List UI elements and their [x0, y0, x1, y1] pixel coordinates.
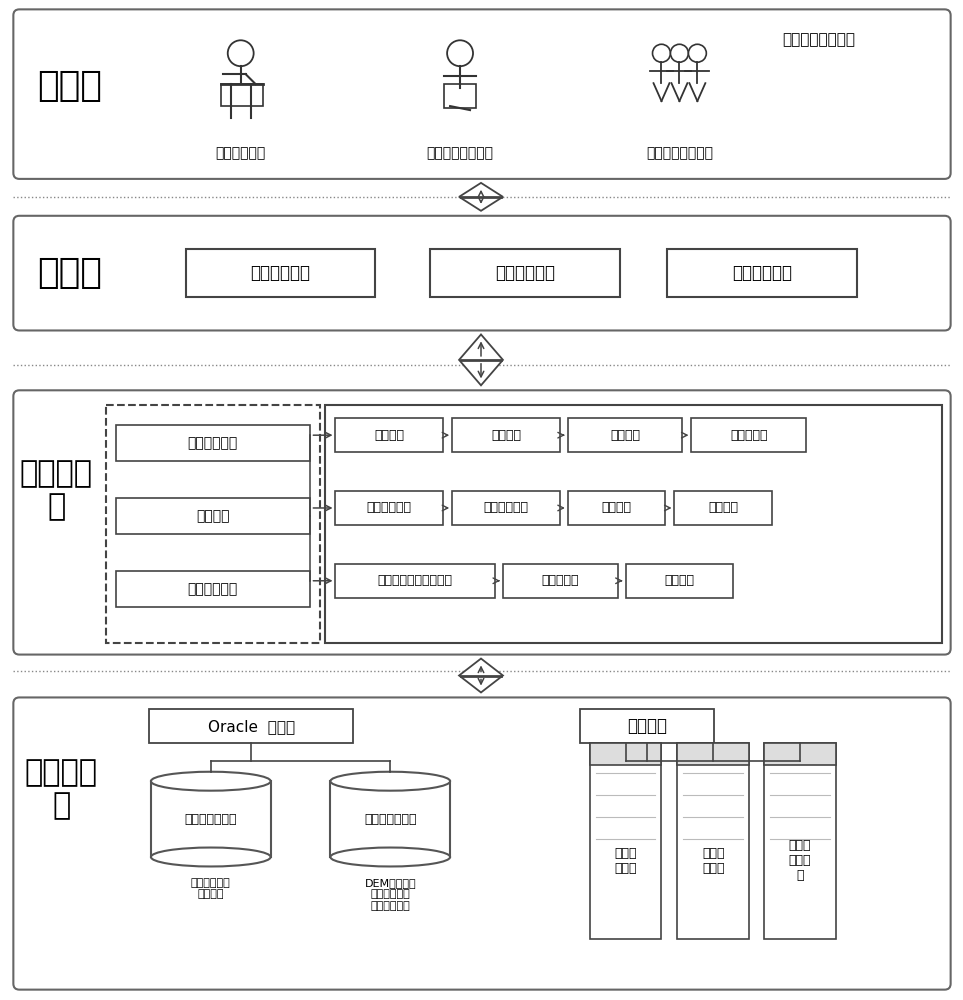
Text: 辅助设计视图: 辅助设计视图: [495, 264, 555, 282]
Ellipse shape: [330, 848, 450, 866]
Bar: [626, 564, 733, 598]
Bar: [221, 84, 263, 106]
Bar: [106, 405, 321, 643]
Bar: [452, 491, 560, 525]
Bar: [765, 743, 836, 765]
Bar: [674, 491, 772, 525]
Polygon shape: [459, 183, 503, 211]
Text: 信息统计: 信息统计: [602, 501, 632, 514]
Bar: [503, 564, 617, 598]
Polygon shape: [330, 772, 450, 781]
Text: 应用层: 应用层: [37, 69, 102, 103]
Ellipse shape: [330, 772, 450, 791]
Text: 地形影像数据库: 地形影像数据库: [364, 813, 417, 826]
Text: 三维模型数据库: 三维模型数据库: [185, 813, 237, 826]
Text: 功能逻辑
层: 功能逻辑 层: [19, 459, 92, 521]
Ellipse shape: [151, 848, 271, 866]
Bar: [186, 249, 376, 297]
FancyBboxPatch shape: [13, 216, 950, 330]
Text: 变电站、线路
模型数据: 变电站、线路 模型数据: [191, 878, 231, 899]
Bar: [335, 491, 443, 525]
FancyBboxPatch shape: [13, 9, 950, 179]
Bar: [568, 491, 665, 525]
Text: 辅助路径设计: 辅助路径设计: [367, 501, 412, 514]
Bar: [765, 743, 836, 939]
Bar: [335, 564, 495, 598]
Bar: [117, 425, 310, 461]
Text: 距离量算: 距离量算: [375, 429, 404, 442]
Bar: [117, 571, 310, 607]
Bar: [589, 743, 662, 939]
Text: 数据库管理员维护: 数据库管理员维护: [427, 146, 494, 160]
Circle shape: [227, 40, 253, 66]
Bar: [149, 709, 353, 743]
Text: 站址规选: 站址规选: [664, 574, 694, 587]
Text: DEM、卫星影
像、航空影像
专题空间图层: DEM、卫星影 像、航空影像 专题空间图层: [364, 878, 416, 911]
Text: 协议区标示: 协议区标示: [541, 574, 579, 587]
Text: 一般用户日常业务: 一般用户日常业务: [646, 146, 713, 160]
Text: 辅助线路设计平台: 辅助线路设计平台: [783, 32, 855, 47]
Text: 三维场景视图: 三维场景视图: [250, 264, 311, 282]
Bar: [568, 418, 683, 452]
Circle shape: [447, 40, 473, 66]
Bar: [677, 743, 749, 765]
Polygon shape: [459, 334, 503, 385]
Text: 填挖方分析: 填挖方分析: [730, 429, 768, 442]
Bar: [667, 249, 857, 297]
Text: 影像导出: 影像导出: [709, 501, 739, 514]
Bar: [452, 418, 560, 452]
Text: 线路方
案文件: 线路方 案文件: [702, 847, 724, 875]
Text: 输电线路设计成果三维: 输电线路设计成果三维: [377, 574, 453, 587]
Text: Oracle  数据库: Oracle 数据库: [208, 719, 295, 734]
Bar: [330, 781, 450, 857]
Text: 领导分析决策: 领导分析决策: [216, 146, 266, 160]
Text: 面积量算: 面积量算: [491, 429, 521, 442]
Text: 淹没分析: 淹没分析: [611, 429, 640, 442]
Text: 成果展示视图: 成果展示视图: [732, 264, 793, 282]
Bar: [430, 249, 619, 297]
Text: 排位接
口文件: 排位接 口文件: [614, 847, 637, 875]
FancyBboxPatch shape: [13, 697, 950, 990]
Text: 三维基本功能: 三维基本功能: [188, 436, 238, 450]
Circle shape: [653, 44, 670, 62]
Ellipse shape: [151, 772, 271, 791]
Bar: [117, 498, 310, 534]
Bar: [444, 84, 476, 108]
Bar: [691, 418, 806, 452]
Bar: [335, 418, 443, 452]
Bar: [677, 743, 749, 939]
Bar: [325, 405, 942, 643]
Polygon shape: [459, 659, 503, 692]
Bar: [580, 709, 715, 743]
FancyBboxPatch shape: [13, 390, 950, 655]
Bar: [151, 781, 271, 857]
Text: 本地文件: 本地文件: [627, 717, 667, 735]
Circle shape: [670, 44, 689, 62]
Text: 变电站
方案文
件: 变电站 方案文 件: [789, 839, 812, 882]
Circle shape: [689, 44, 706, 62]
Text: 数据服务
层: 数据服务 层: [25, 758, 97, 820]
Polygon shape: [151, 772, 271, 781]
Text: 基本组件: 基本组件: [196, 509, 229, 523]
Text: 表现层: 表现层: [37, 256, 102, 290]
Text: 辅助设计功能: 辅助设计功能: [188, 582, 238, 596]
Text: 路径断面提取: 路径断面提取: [483, 501, 529, 514]
Bar: [589, 743, 662, 765]
